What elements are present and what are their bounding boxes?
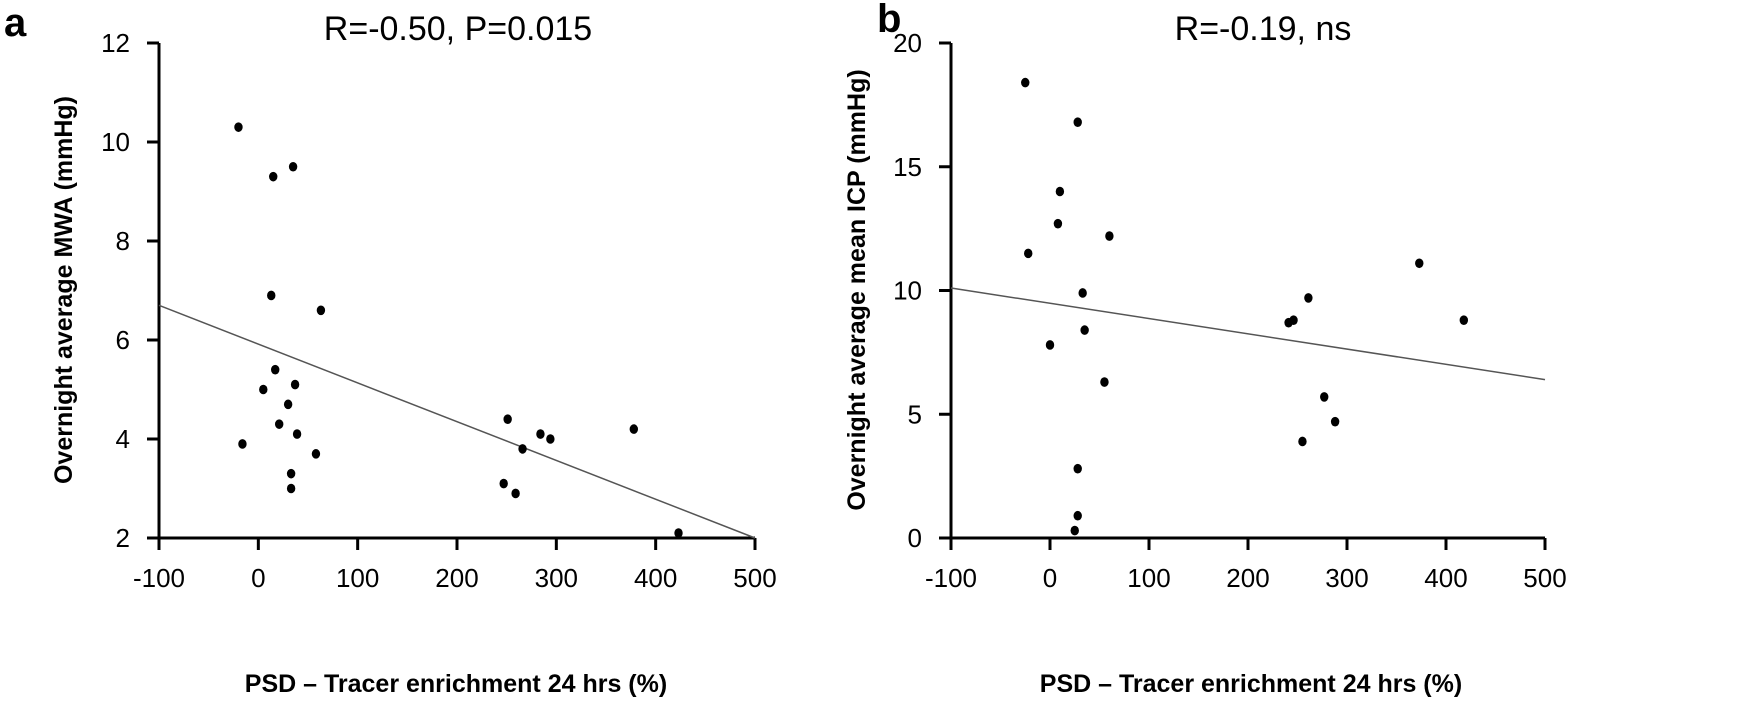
panel-b-letter: b: [877, 0, 901, 41]
panel-b-data-point: [1289, 315, 1298, 326]
panel-a-data-point: [259, 384, 268, 395]
panel-a-data-point: [288, 161, 298, 172]
panel-a-data-point: [629, 424, 639, 434]
panel-b-data-point: [1100, 377, 1109, 387]
panel-b-x-tick-label: 100: [1127, 563, 1170, 593]
panel-a-x-tick-label: 0: [251, 563, 265, 593]
panel-a-y-tick-label: 8: [116, 226, 130, 256]
panel-b-data-point: [1073, 117, 1082, 127]
panel-b-x-tick-label: -100: [925, 563, 977, 593]
panel-b-y-tick-label: 0: [908, 523, 922, 553]
panel-b-data-point: [1078, 288, 1087, 298]
panel-a-data-point: [499, 478, 508, 489]
panel-a-data-point: [518, 444, 527, 454]
panel-a-letter: a: [4, 1, 27, 45]
panel-b-y-tick-label: 5: [908, 399, 922, 429]
panel-a-data-point: [292, 429, 302, 439]
panel-b-x-label: PSD – Tracer enrichment 24 hrs (%): [1040, 670, 1462, 698]
panel-a-x-tick-label: 300: [535, 563, 578, 593]
panel-b-trendline: [950, 287, 1546, 381]
panel-b-data-point: [1415, 258, 1424, 269]
panel-a-data-point: [274, 419, 284, 429]
panel-a-x-tick-label: 100: [336, 563, 379, 593]
panel-b-y-tick-label: 15: [893, 152, 922, 182]
panel-a-y-tick-label: 6: [116, 325, 130, 355]
panel-a-y-ticks: 2 4 6 8 10 12: [101, 28, 159, 553]
panel-b-x-tick-label: 300: [1325, 563, 1368, 593]
panel-a-x-tick-label: 400: [634, 563, 677, 593]
panel-a-x-tick-label: 500: [733, 563, 776, 593]
panel-a-y-tick-label: 2: [116, 523, 130, 553]
panel-b-y-tick-label: 20: [893, 28, 922, 58]
panel-a-y-label: Overnight average MWA (mmHg): [50, 96, 78, 484]
panel-b-data-point: [1024, 248, 1033, 259]
panel-a-data-point: [546, 434, 555, 444]
panel-a-data-point: [234, 122, 243, 132]
panel-b-data-point: [1080, 325, 1089, 335]
panel-a-data-point: [267, 290, 276, 301]
panel-b-points: [1021, 77, 1469, 536]
panel-a-trendline: [158, 304, 756, 539]
panel-b-data-point: [1304, 293, 1313, 303]
panel-b-x-tick-label: 400: [1424, 563, 1467, 593]
panel-a-data-point: [290, 379, 300, 390]
panel-b-data-point: [1459, 315, 1469, 326]
panel-a-title: R=-0.50, P=0.015: [324, 10, 592, 48]
panel-b-title: R=-0.19, ns: [1175, 10, 1352, 48]
panel-b-x-tick-label: 200: [1226, 563, 1269, 593]
panel-b-x-tick-label: 500: [1523, 563, 1566, 593]
panel-b-data-point: [1070, 525, 1079, 536]
panel-b-data-point: [1320, 392, 1329, 402]
panel-a-data-point: [503, 414, 512, 425]
panel-a-x-tick-label: 200: [435, 563, 478, 593]
panel-a-data-point: [316, 305, 326, 316]
panel-b-data-point: [1330, 416, 1340, 427]
panel-a-y-tick-label: 12: [101, 28, 130, 58]
panel-b-data-point: [1021, 77, 1030, 88]
panel-a-y-tick-label: 4: [116, 424, 130, 454]
panel-a-data-point: [311, 449, 321, 459]
panel-b-x-ticks: -100 0 100 200 300 400 500: [925, 538, 1567, 593]
panel-b-data-point: [1053, 218, 1063, 229]
panel-b-y-tick-label: 10: [893, 276, 922, 306]
panel-a-x-tick-label: -100: [133, 563, 185, 593]
panel-a-data-point: [238, 439, 247, 449]
panel-b-data-point: [1298, 436, 1307, 447]
panel-a-data-point: [271, 364, 280, 375]
panel-b-data-point: [1055, 186, 1065, 197]
panel-a-data-point: [286, 468, 296, 479]
panel-a-y-tick-label: 10: [101, 127, 130, 157]
panel-a-data-point: [511, 488, 520, 499]
panel-b-y-ticks: 0 5 10 15 20: [893, 28, 951, 553]
panel-b-data-point: [1073, 463, 1082, 474]
panel-a: a R=-0.50, P=0.015 2 4 6 8 10 12 -100 0 100 200 3…: [4, 1, 777, 698]
panel-a-data-point: [269, 171, 278, 182]
panel-b-data-point: [1073, 510, 1082, 521]
panel-a-data-point: [536, 429, 545, 439]
panel-a-points: [234, 122, 683, 538]
panel-a-data-point: [283, 399, 293, 410]
panel-a-data-point: [286, 483, 296, 494]
panel-b-y-label: Overnight average mean ICP (mmHg): [843, 69, 871, 510]
panel-a-x-ticks: -100 0 100 200 300 400 500: [133, 538, 777, 593]
panel-b-data-point: [1105, 231, 1114, 241]
panel-a-x-label: PSD – Tracer enrichment 24 hrs (%): [245, 670, 667, 698]
panel-b-data-point: [1045, 340, 1055, 350]
panel-a-data-point: [674, 528, 683, 538]
panel-b-x-tick-label: 0: [1043, 563, 1057, 593]
